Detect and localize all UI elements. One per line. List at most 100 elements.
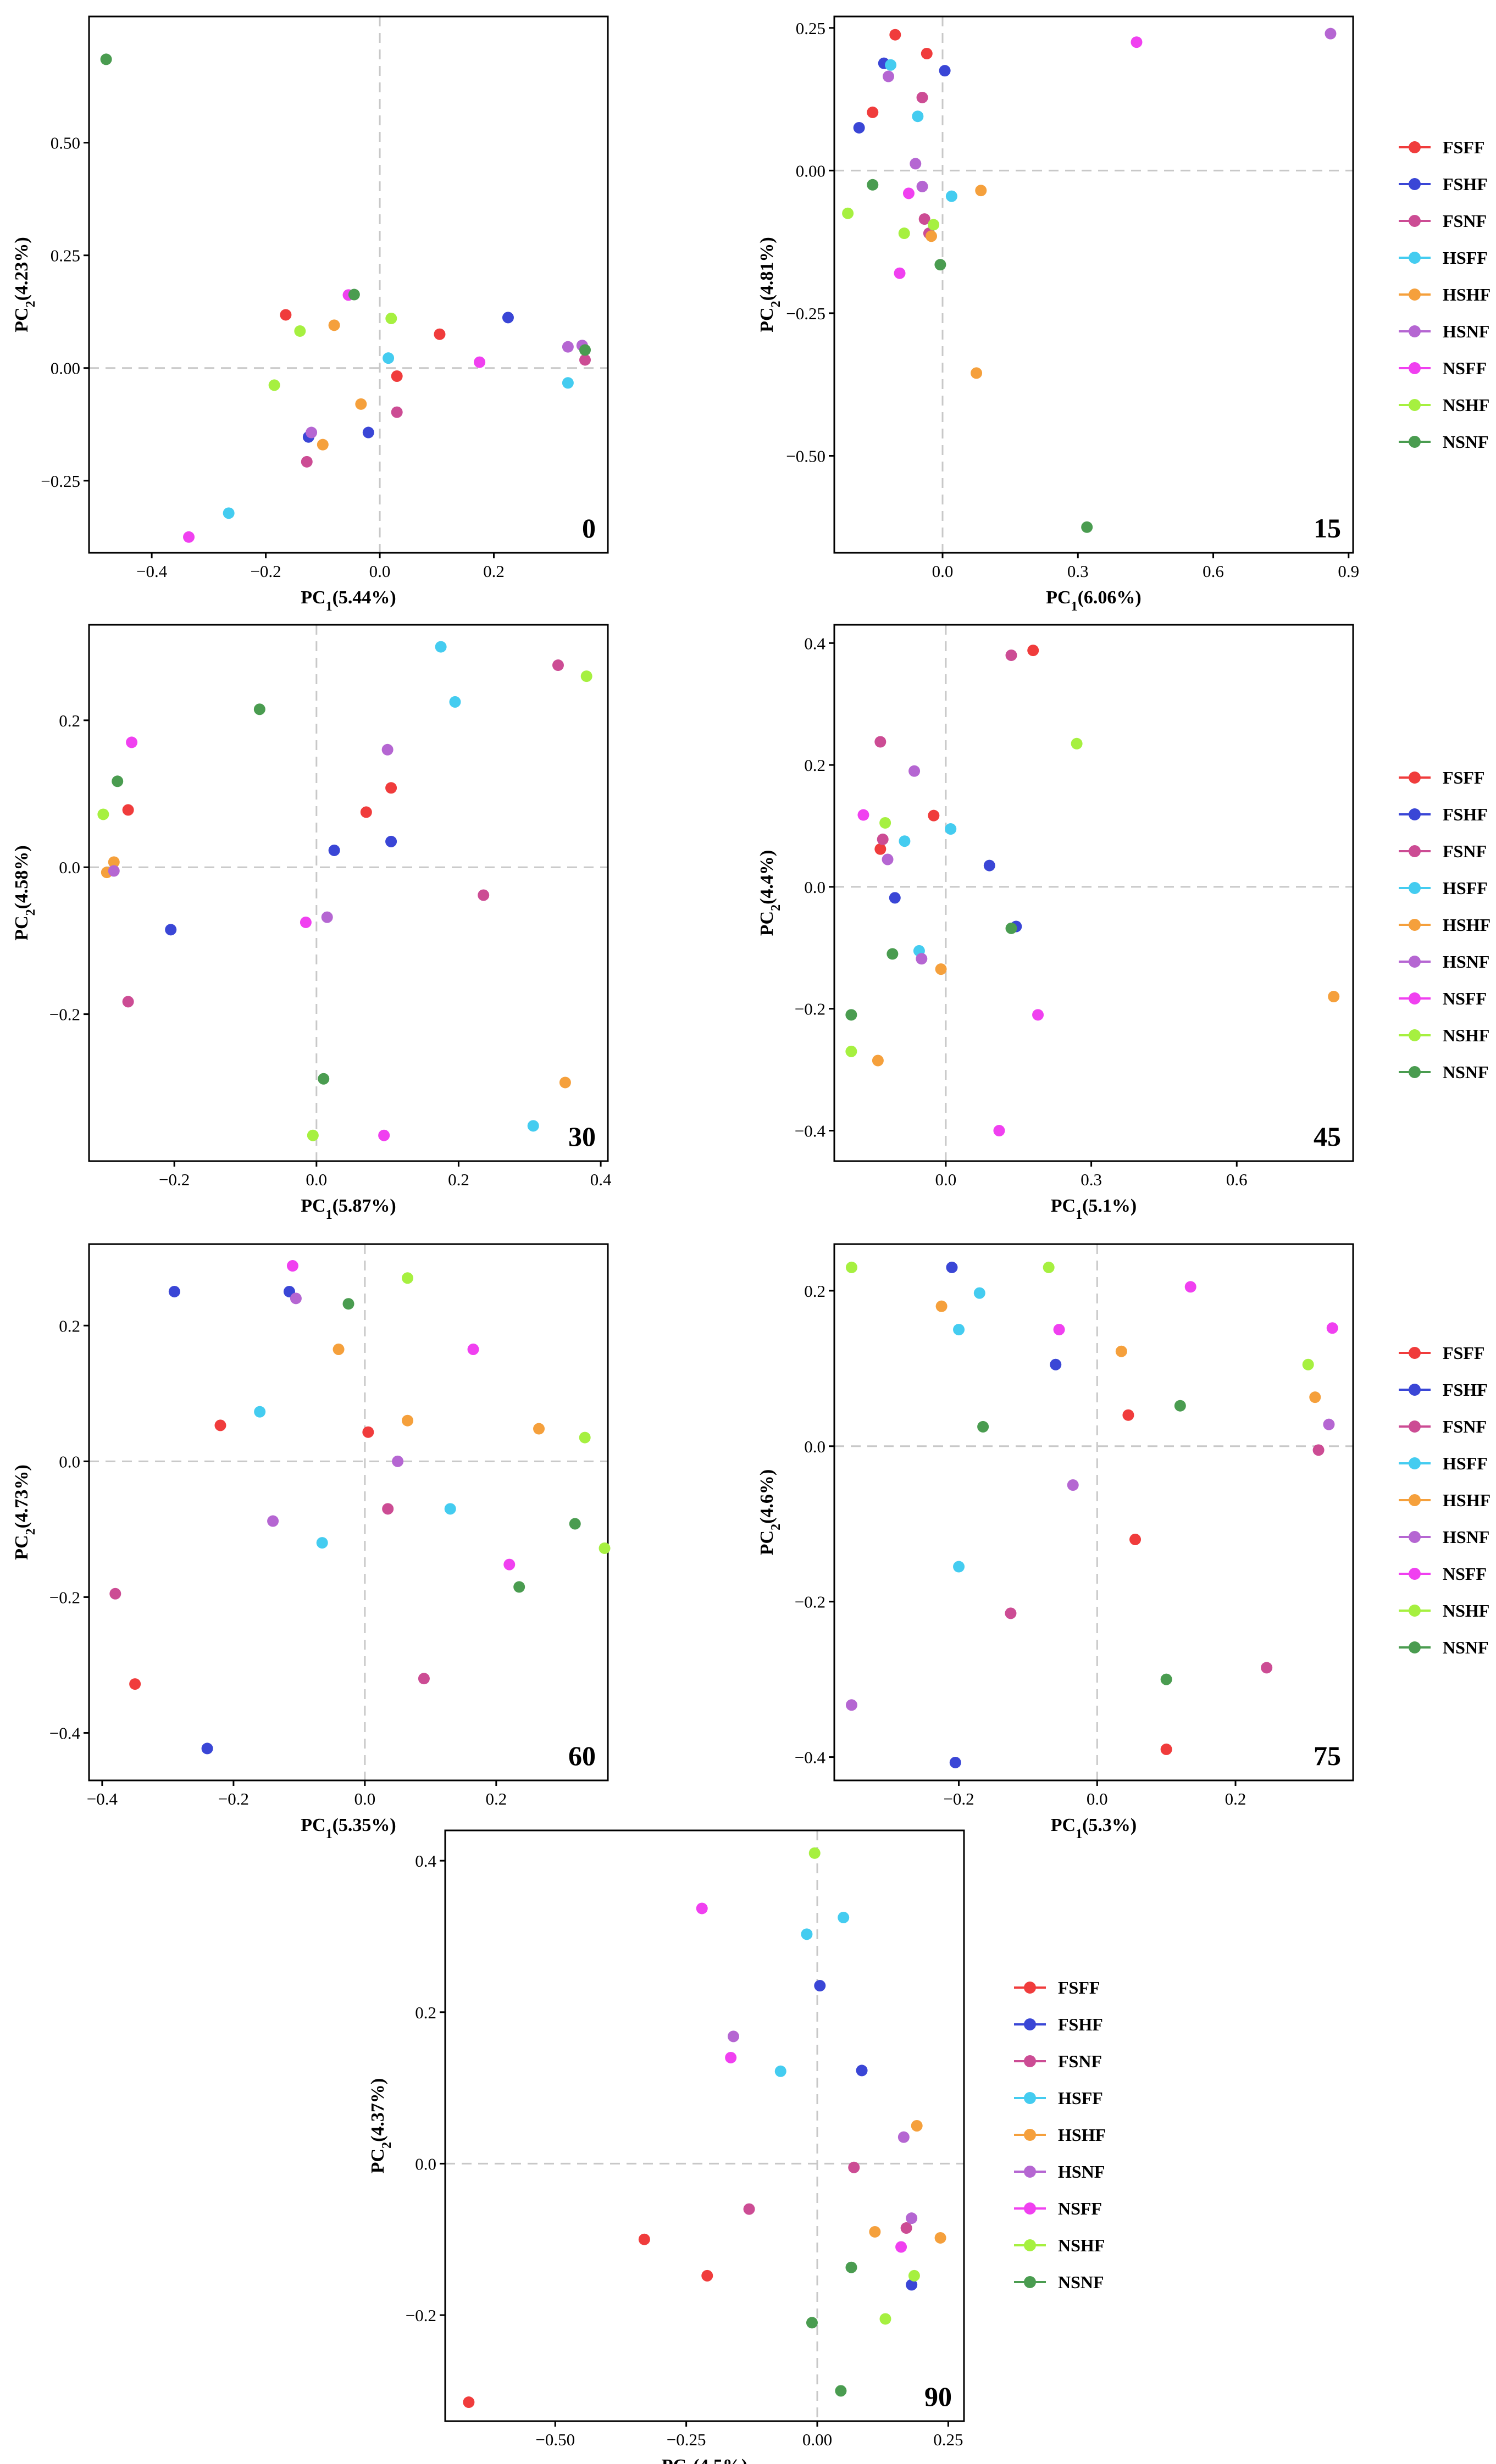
x-tick-label: −0.2	[943, 1789, 974, 1808]
point-nshf	[580, 670, 592, 682]
point-hsff	[838, 1911, 850, 1923]
y-tick-label: −0.2	[795, 1000, 825, 1019]
plot-frame	[88, 624, 609, 1162]
point-fshf	[328, 844, 340, 856]
x-axis-title: PC1(6.06%)	[1046, 587, 1141, 614]
x-tick-label: −0.2	[159, 1170, 190, 1189]
point-fsff	[921, 47, 933, 59]
y-tick-label: 0.4	[415, 1851, 436, 1871]
point-nsnf	[867, 179, 879, 191]
point-nsnf	[1160, 1673, 1172, 1685]
legend: FSFF FSHF FSNF HSFF HSHF HSNF NSFF NSHF NSNF	[1399, 137, 1491, 452]
point-fsff	[360, 806, 372, 818]
x-tick-label: 0.0	[935, 1170, 957, 1189]
legend-label-fsnf: FSNF	[1443, 1417, 1487, 1436]
x-axis-title: PC1(5.1%)	[1051, 1196, 1137, 1222]
point-fsnf	[391, 406, 403, 418]
point-fsff	[463, 2396, 475, 2408]
y-tick-label: 0.25	[796, 19, 825, 38]
x-tick-label: −0.2	[218, 1789, 249, 1808]
legend-label-fsnf: FSNF	[1058, 2051, 1102, 2071]
point-fsnf	[478, 889, 490, 901]
legend-label-fsnf: FSNF	[1443, 841, 1487, 861]
point-hsff	[801, 1928, 813, 1940]
legend-marker	[1409, 1641, 1421, 1653]
y-tick-label: 0.4	[804, 634, 825, 653]
legend-label-fshf: FSHF	[1058, 2015, 1103, 2034]
plot-frame	[444, 1829, 965, 2422]
pca-panel-0: −0.4 −0.2 0.0 0.2 −0.25 0.00 0.25 0.50 PC1(5.44%…	[12, 15, 609, 614]
point-fshf	[856, 2065, 868, 2077]
plot-frame	[833, 15, 1354, 554]
legend-label-nsnf: NSNF	[1058, 2272, 1104, 2292]
legend-marker	[1409, 325, 1421, 337]
point-fshf	[814, 1980, 826, 1992]
point-hsnf	[267, 1515, 279, 1527]
point-nsff	[467, 1343, 479, 1355]
point-nshf	[307, 1129, 319, 1141]
point-nsff	[286, 1260, 298, 1272]
point-hsff	[449, 696, 461, 708]
legend-marker	[1024, 2055, 1036, 2067]
point-nsnf	[513, 1581, 525, 1593]
point-nsff	[126, 736, 138, 748]
point-fshf	[906, 2279, 918, 2291]
legend-marker	[1024, 2166, 1036, 2178]
point-nshf	[898, 227, 910, 240]
point-nshf	[1302, 1358, 1314, 1370]
legend-marker	[1409, 1029, 1421, 1041]
legend-marker	[1409, 845, 1421, 857]
legend-label-hsnf: HSNF	[1443, 952, 1489, 972]
y-tick-label: −0.4	[795, 1122, 826, 1141]
y-tick-label: −0.4	[49, 1724, 81, 1743]
point-fsnf	[109, 1588, 121, 1600]
point-hshf	[1328, 991, 1340, 1003]
point-fsff	[362, 1426, 374, 1438]
x-tick-label: 0.2	[1225, 1789, 1246, 1808]
legend-label-hshf: HSHF	[1443, 915, 1491, 935]
pca-panel-75: −0.2 0.0 0.2 −0.4 −0.2 0.0 0.2 PC1(5.3%) PC2(4.6…	[757, 1243, 1491, 1841]
legend-marker	[1409, 178, 1421, 190]
y-axis-title: PC2(4.4%)	[757, 850, 783, 936]
legend-label-hsnf: HSNF	[1058, 2162, 1105, 2182]
point-nsnf	[1174, 1400, 1186, 1412]
x-axis-title: PC1(5.87%)	[301, 1196, 396, 1222]
x-tick-label: 0.2	[448, 1170, 469, 1189]
point-hsnf	[883, 70, 895, 82]
point-hsff	[945, 190, 957, 202]
point-hshf	[975, 185, 987, 197]
legend-label-hsnf: HSNF	[1443, 321, 1489, 341]
legend-label-nsnf: NSNF	[1443, 432, 1489, 452]
point-hsnf	[321, 911, 333, 923]
point-nsff	[857, 809, 869, 821]
point-hshf	[869, 2226, 881, 2238]
y-tick-label: 0.0	[804, 878, 825, 897]
point-hshf	[935, 1300, 948, 1312]
point-fsnf	[874, 736, 886, 748]
point-fshf	[853, 121, 865, 134]
point-nsff	[1053, 1324, 1065, 1336]
legend: FSFF FSHF FSNF HSFF HSHF HSNF NSFF NSHF NSNF	[1399, 768, 1491, 1082]
point-fsff	[214, 1419, 226, 1431]
y-tick-label: −0.25	[41, 471, 80, 491]
legend-marker	[1409, 882, 1421, 894]
point-nsnf	[348, 288, 360, 301]
y-tick-label: 0.2	[804, 1281, 825, 1301]
point-hsff	[383, 352, 395, 364]
point-nshf	[1071, 737, 1083, 750]
x-tick-label: 0.0	[354, 1789, 375, 1808]
x-tick-label: 0.6	[1203, 562, 1224, 581]
legend-label-fsff: FSFF	[1058, 1978, 1100, 1997]
point-nsff	[1326, 1322, 1338, 1334]
legend-marker	[1409, 252, 1421, 264]
point-hshf	[402, 1414, 414, 1427]
x-axis-title: PC1(5.35%)	[301, 1815, 396, 1841]
plot-frame	[833, 624, 1354, 1162]
point-nsnf	[342, 1298, 354, 1310]
legend-label-nsff: NSFF	[1443, 358, 1487, 378]
legend-label-fshf: FSHF	[1443, 804, 1488, 824]
x-tick-label: 0.6	[1226, 1170, 1248, 1189]
plot-frame	[88, 15, 609, 554]
point-nshf	[879, 817, 891, 829]
point-hsff	[527, 1120, 539, 1132]
